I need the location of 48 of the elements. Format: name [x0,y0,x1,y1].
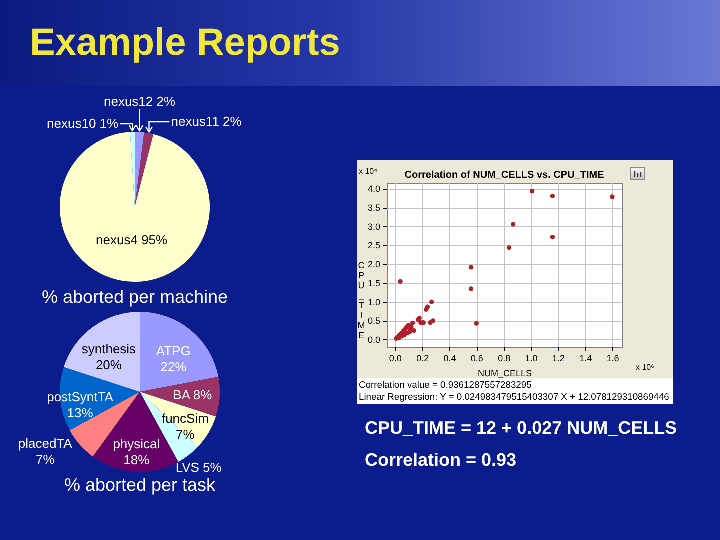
y-tick-label: 3.0 [368,222,380,232]
slice-label: postSyntTA [47,390,114,405]
text: x 10⁴ [359,167,378,177]
y-tick-label: 0.0 [368,334,380,345]
y-tick-label: 2.0 [368,260,380,270]
x-tick-label: 1.6 [606,354,620,364]
text: % aborted per machine [42,287,228,307]
slice-label: nexus10 1% [47,116,120,131]
slice-label: LVS 5% [176,460,222,475]
slice-label: nexus12 2% [104,94,176,109]
x-tick-label: 0.6 [470,354,484,364]
y-axis-title: CPU_TIME [358,260,366,340]
x-tick-label: 0.4 [444,354,456,364]
slice-label: physical [113,436,160,452]
text: CPU_TIME = 12 + 0.027 NUM_CELLS [365,417,678,440]
y-tick-label: 0.5 [368,316,380,326]
text: Correlation value = 0.9361287557283295 [359,379,533,391]
text: Correlation = 0.93 [365,449,518,472]
slice-label: nexus11 2% [171,114,242,129]
chart-title: Correlation of NUM_CELLS vs. CPU_TIME [404,170,605,181]
slice-label: synthesis [82,341,137,356]
x-tick-label: 0.2 [416,354,430,364]
slice-label: ATPG [156,343,191,358]
x-tick-label: 1.4 [580,354,592,364]
data-label: 20% [96,357,122,372]
y-tick-label: 3.5 [368,203,380,214]
slice-label: placedTA [18,436,73,452]
y-tick-label: 4.0 [368,184,380,194]
text: % aborted per task [64,475,217,495]
x-tick-label: 1.0 [525,354,538,364]
slice-label: funcSim [162,410,209,426]
x-tick-label: 1.2 [552,354,565,364]
data-label: 13% [67,406,94,421]
data-label: 18% [124,452,150,468]
x-tick-label: 0.8 [498,354,511,364]
y-tick-label: 2.5 [368,240,380,251]
data-label: 22% [160,359,188,374]
x-axis-title: NUM_CELLS [478,368,532,378]
text: Linear Regression: Y = 0.024983479515403307 X + 12.078129310869446 [359,391,670,403]
text: Example Reports [30,21,342,66]
text: x 10⁶ [636,363,654,373]
slice-label: nexus4 95% [96,232,168,248]
slice-label: BA 8% [173,387,213,402]
x-tick-label: 0.0 [389,354,402,364]
data-label: 7% [36,452,56,468]
data-label: 7% [176,426,196,442]
y-tick-label: 1.0 [368,297,380,308]
y-tick-label: 1.5 [368,278,380,288]
